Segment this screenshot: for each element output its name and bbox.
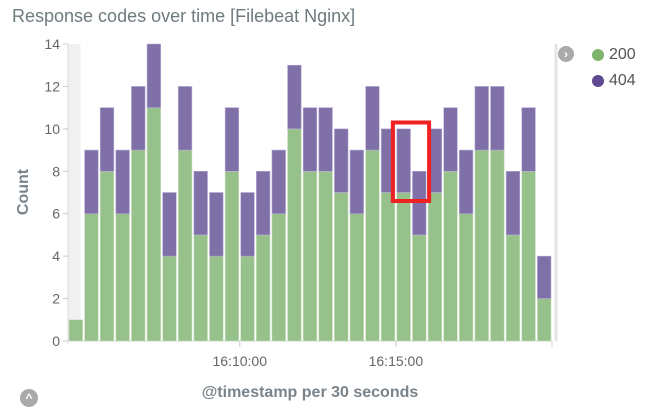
bar-200-16:16:00 bbox=[427, 192, 443, 342]
bar-404-16:07:00 bbox=[146, 43, 161, 108]
chart-title: Response codes over time [Filebeat Nginx… bbox=[12, 6, 356, 26]
bar-200-16:10:30 bbox=[256, 234, 271, 342]
bar-404-16:09:00 bbox=[209, 192, 224, 257]
x-tick-label: 16:10:00 bbox=[212, 353, 267, 369]
chevron-up-icon[interactable]: ^ bbox=[20, 389, 38, 407]
bar-200-16:19:30 bbox=[537, 298, 552, 342]
bar-200-16:10:00 bbox=[240, 255, 255, 342]
bar-404-16:05:30 bbox=[99, 107, 115, 172]
bar-200-16:05:30 bbox=[99, 170, 115, 342]
bar-404-16:10:30 bbox=[256, 170, 271, 236]
y-tick-label: 6 bbox=[52, 206, 60, 222]
y-axis-label: Count bbox=[15, 168, 32, 215]
bar-404-16:19:00 bbox=[521, 107, 536, 172]
bar-200-16:06:00 bbox=[115, 213, 130, 342]
bar-200-16:11:00 bbox=[271, 213, 286, 342]
y-tick-label: 2 bbox=[52, 291, 60, 307]
bar-200-16:12:30 bbox=[318, 170, 333, 342]
x-tick-label: 16:15:00 bbox=[369, 353, 424, 369]
bar-404-16:06:00 bbox=[115, 149, 130, 215]
bar-200-16:13:30 bbox=[349, 213, 364, 342]
annotation-highlight-box bbox=[390, 120, 432, 203]
legend-label: 200 bbox=[609, 46, 636, 63]
bar-404-16:11:30 bbox=[287, 64, 302, 130]
legend-label: 404 bbox=[609, 72, 636, 89]
bar-404-16:19:30 bbox=[537, 255, 552, 299]
bar-404-16:12:30 bbox=[318, 107, 333, 172]
bar-404-16:10:00 bbox=[240, 192, 255, 257]
y-tick-label: 12 bbox=[44, 78, 60, 94]
bar-404-16:18:00 bbox=[490, 86, 505, 151]
bar-404-16:15:00 bbox=[396, 128, 411, 193]
legend-item-404[interactable]: 404 bbox=[592, 68, 636, 94]
y-tick-label: 8 bbox=[52, 163, 60, 179]
bar-200-16:18:30 bbox=[505, 234, 521, 342]
bar-200-16:15:30 bbox=[412, 234, 427, 342]
bar-200-16:17:00 bbox=[459, 213, 474, 342]
bar-200-16:05:00 bbox=[84, 213, 99, 342]
bar-200-16:04:30 bbox=[68, 319, 83, 342]
bar-404-16:08:00 bbox=[177, 86, 193, 151]
y-tick-label: 4 bbox=[52, 248, 60, 264]
legend: 200 404 bbox=[560, 42, 636, 94]
bar-404-16:05:00 bbox=[84, 149, 99, 215]
y-tick-label: 0 bbox=[52, 333, 60, 349]
bar-200-16:08:30 bbox=[193, 234, 208, 342]
bar-200-16:06:30 bbox=[131, 149, 146, 342]
bar-200-16:17:30 bbox=[474, 149, 489, 342]
bar-404-16:16:30 bbox=[443, 107, 458, 172]
bar-404-16:08:30 bbox=[193, 170, 208, 236]
legend-item-200[interactable]: 200 bbox=[592, 42, 636, 68]
bar-200-16:07:00 bbox=[146, 107, 161, 342]
bar-200-16:14:30 bbox=[380, 192, 396, 342]
chevron-right-icon[interactable]: › bbox=[558, 46, 574, 62]
bar-404-16:12:00 bbox=[302, 107, 318, 172]
bar-404-16:06:30 bbox=[131, 86, 146, 151]
bar-200-16:09:00 bbox=[209, 255, 224, 342]
y-tick-label: 10 bbox=[44, 121, 60, 137]
partial-bucket-shade bbox=[68, 44, 81, 341]
bar-404-16:13:00 bbox=[334, 128, 349, 193]
bar-200-16:12:00 bbox=[302, 170, 318, 342]
bar-404-16:18:30 bbox=[505, 170, 521, 236]
bar-404-16:13:30 bbox=[349, 149, 364, 215]
y-tick-label: 14 bbox=[44, 36, 60, 52]
bar-404-16:17:30 bbox=[474, 86, 489, 151]
bar-200-16:13:00 bbox=[334, 192, 349, 342]
bar-200-16:16:30 bbox=[443, 170, 458, 342]
bar-404-16:07:30 bbox=[162, 192, 177, 257]
bar-200-16:11:30 bbox=[287, 128, 302, 342]
bar-404-16:15:30 bbox=[412, 170, 427, 236]
bar-404-16:14:00 bbox=[365, 86, 380, 151]
bar-200-16:07:30 bbox=[162, 255, 177, 342]
bar-200-16:19:00 bbox=[521, 170, 536, 342]
bar-200-16:08:00 bbox=[177, 149, 193, 342]
bar-404-16:11:00 bbox=[271, 149, 286, 215]
x-axis-label: @timestamp per 30 seconds bbox=[202, 384, 419, 401]
bar-200-16:18:00 bbox=[490, 149, 505, 342]
bar-200-16:15:00 bbox=[396, 192, 411, 342]
bar-404-16:09:30 bbox=[224, 107, 240, 172]
bar-200-16:14:00 bbox=[365, 149, 380, 342]
bar-200-16:09:30 bbox=[224, 170, 240, 342]
bar-404-16:17:00 bbox=[459, 149, 474, 215]
legend-dot-200 bbox=[592, 49, 604, 61]
legend-dot-404 bbox=[592, 75, 604, 87]
